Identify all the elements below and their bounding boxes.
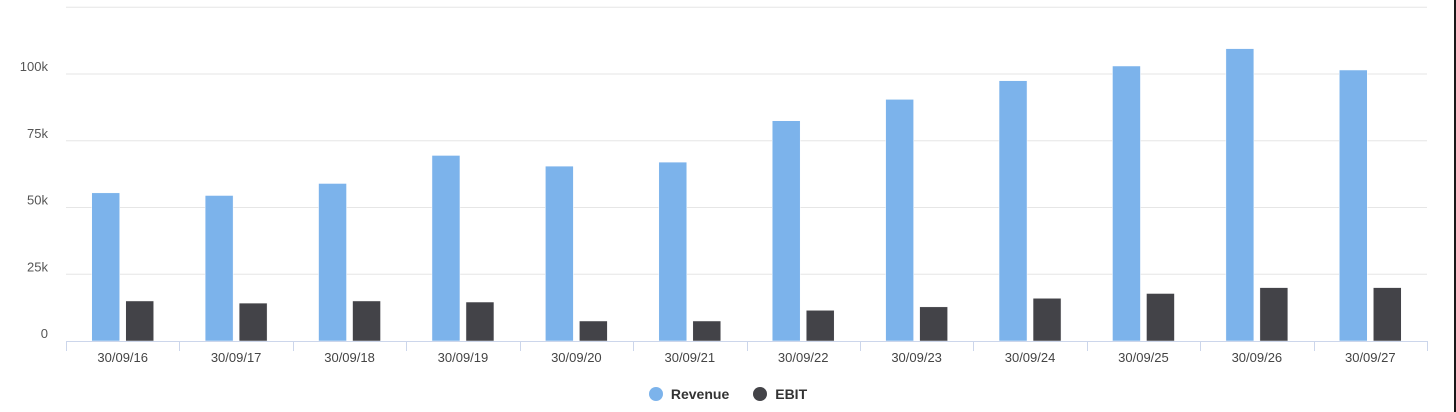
bar-revenue-3[interactable] <box>431 155 461 342</box>
legend-item-ebit[interactable]: EBIT <box>753 386 807 402</box>
bar-revenue-10[interactable] <box>1225 48 1255 342</box>
x-tick-label: 30/09/21 <box>664 350 715 365</box>
bar-revenue-0[interactable] <box>91 192 120 342</box>
y-tick-label: 50k <box>27 193 48 208</box>
x-tick-label: 30/09/18 <box>324 350 375 365</box>
bar-ebit-7[interactable] <box>919 306 948 342</box>
x-tick-label: 30/09/20 <box>551 350 602 365</box>
y-tick-label: 25k <box>27 259 48 274</box>
x-tick-label: 30/09/26 <box>1232 350 1283 365</box>
bar-ebit-4[interactable] <box>579 320 608 342</box>
bar-ebit-1[interactable] <box>238 302 268 342</box>
x-tick-label: 30/09/24 <box>1005 350 1056 365</box>
bar-revenue-6[interactable] <box>771 120 801 342</box>
y-tick-label: 75k <box>27 126 48 141</box>
bar-ebit-0[interactable] <box>125 300 154 342</box>
window-edge <box>1454 0 1456 412</box>
x-tick-label: 30/09/25 <box>1118 350 1169 365</box>
y-axis: 0 25k 50k 75k 100k <box>20 59 49 341</box>
x-tick-label: 30/09/27 <box>1345 350 1396 365</box>
bar-revenue-8[interactable] <box>998 80 1028 342</box>
x-tick-label: 30/09/23 <box>891 350 942 365</box>
bar-ebit-10[interactable] <box>1259 287 1289 342</box>
legend-marker-ebit <box>753 387 768 401</box>
legend-label-ebit: EBIT <box>775 386 808 402</box>
bar-ebit-3[interactable] <box>465 301 495 342</box>
bar-ebit-2[interactable] <box>352 300 381 342</box>
bar-revenue-4[interactable] <box>545 165 574 342</box>
y-tick-label: 0 <box>41 326 48 341</box>
bar-ebit-9[interactable] <box>1146 293 1175 342</box>
legend-item-revenue[interactable]: Revenue <box>648 386 730 402</box>
x-tick-label: 30/09/19 <box>438 350 489 365</box>
bar-revenue-11[interactable] <box>1339 69 1368 342</box>
x-tick-label: 30/09/22 <box>778 350 829 365</box>
bar-revenue-7[interactable] <box>885 99 914 342</box>
x-axis: 30/09/16 30/09/17 30/09/18 30/09/19 30/09/20… <box>66 341 1428 365</box>
legend: Revenue EBIT <box>0 386 1456 402</box>
gridlines <box>66 6 1427 275</box>
x-tick-label: 30/09/17 <box>211 350 262 365</box>
bar-ebit-6[interactable] <box>805 310 835 342</box>
bar-revenue-9[interactable] <box>1112 65 1141 342</box>
bar-ebit-11[interactable] <box>1373 287 1402 342</box>
bars <box>91 48 1402 342</box>
x-tick-label: 30/09/16 <box>97 350 148 365</box>
bar-ebit-5[interactable] <box>692 320 722 342</box>
y-tick-label: 100k <box>20 59 49 74</box>
legend-label-revenue: Revenue <box>670 386 730 402</box>
legend-marker-revenue <box>648 387 663 401</box>
bar-revenue-5[interactable] <box>658 161 688 342</box>
bar-revenue-2[interactable] <box>318 183 347 342</box>
bar-ebit-8[interactable] <box>1032 298 1062 342</box>
bar-revenue-1[interactable] <box>204 195 234 342</box>
